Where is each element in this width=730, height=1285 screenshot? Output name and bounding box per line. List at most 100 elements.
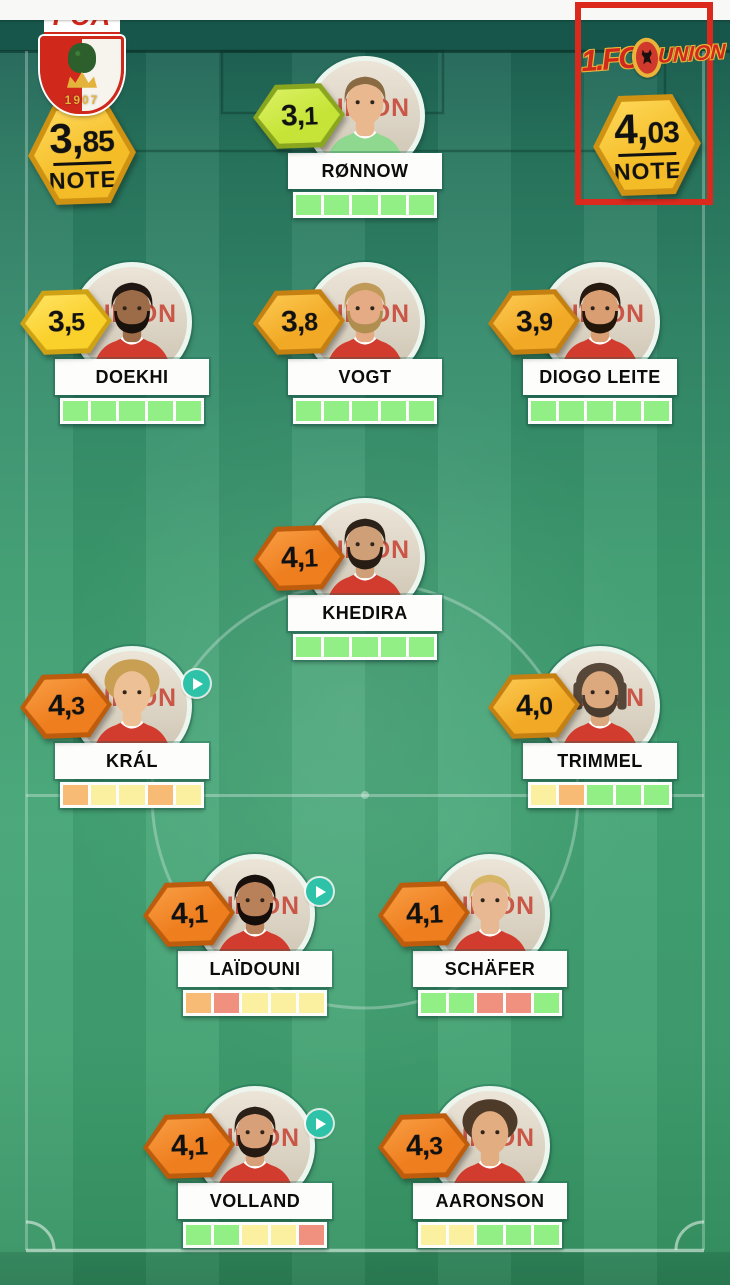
- rating-hexagon: 3,5: [19, 288, 113, 355]
- player-name: TRIMMEL: [557, 750, 643, 771]
- union-logo-word: UNION: [657, 40, 726, 69]
- rating-bar-cell: [63, 401, 89, 421]
- rating-value: 3,8: [280, 304, 318, 339]
- bear-icon: [641, 49, 652, 65]
- rating-bar-cell: [643, 785, 670, 805]
- rating-bar-cell: [408, 401, 435, 421]
- rating-value: 4,1: [170, 1128, 208, 1163]
- highlight-box: [575, 2, 713, 205]
- fca-crest-shield: 1907: [40, 35, 124, 114]
- rating-bars: [60, 782, 204, 808]
- player-name-plate: LAÏDOUNI: [178, 951, 332, 987]
- rating-bar-cell: [587, 401, 613, 421]
- rating-bar-cell: [531, 785, 557, 805]
- rating-bar-cell: [296, 195, 322, 215]
- rating-bar-cell: [615, 785, 641, 805]
- rating-bar-cell: [147, 401, 173, 421]
- player-name: DIOGO LEITE: [539, 366, 661, 387]
- rating-bar-cell: [147, 785, 173, 805]
- player-name-plate: VOLLAND: [178, 1183, 332, 1219]
- rating-bar-cell: [324, 637, 350, 657]
- away-note-hexagon: 4,03 NOTE: [591, 93, 702, 197]
- rating-hexagon: 4,0: [487, 672, 581, 739]
- player-name: KRÁL: [106, 750, 158, 771]
- rating-value: 3,5: [47, 304, 85, 339]
- rating-bar-cell: [505, 993, 531, 1013]
- divider: [618, 151, 676, 156]
- rating-bar-cell: [559, 785, 585, 805]
- rating-bar-cell: [175, 785, 202, 805]
- player-name-plate: DOEKHI: [55, 359, 209, 395]
- rating-bars: [293, 634, 437, 660]
- rating-bar-cell: [533, 1225, 560, 1245]
- rating-bar-cell: [214, 993, 240, 1013]
- rating-hexagon: 3,9: [487, 288, 581, 355]
- player-name-plate: VOGT: [288, 359, 442, 395]
- rating-bar-cell: [477, 1225, 503, 1245]
- rating-bar-cell: [175, 401, 202, 421]
- player-name: AARONSON: [435, 1190, 545, 1211]
- player-name-plate: AARONSON: [413, 1183, 567, 1219]
- rating-value: 4,3: [405, 1128, 443, 1163]
- home-team-rating: 3,85: [48, 113, 115, 162]
- play-triangle-icon: [193, 677, 203, 690]
- rating-value: 4,1: [405, 896, 443, 931]
- pinecone-icon: [68, 42, 96, 73]
- rating-hexagon: 4,1: [377, 880, 471, 947]
- rating-bar-cell: [505, 1225, 531, 1245]
- rating-bar-cell: [380, 637, 406, 657]
- rating-hexagon: 4,1: [252, 524, 346, 591]
- substitution-icon[interactable]: [306, 1110, 333, 1137]
- rating-bars: [293, 192, 437, 218]
- play-triangle-icon: [316, 1117, 326, 1130]
- away-note-label: NOTE: [613, 156, 683, 185]
- home-note-hexagon: 3,85 NOTE: [26, 102, 137, 206]
- rating-value: 4,1: [170, 896, 208, 931]
- rating-value: 4,1: [280, 540, 318, 575]
- player-name-plate: KHEDIRA: [288, 595, 442, 631]
- rating-value: 3,9: [515, 304, 553, 339]
- player-name-plate: KRÁL: [55, 743, 209, 779]
- rating-bar-cell: [324, 401, 350, 421]
- rating-hexagon: 3,1: [252, 82, 346, 149]
- rating-bar-cell: [352, 401, 378, 421]
- rating-bar-cell: [421, 1225, 447, 1245]
- rating-bar-cell: [352, 195, 378, 215]
- away-team-rating: 4,03: [613, 104, 680, 153]
- rating-bar-cell: [296, 637, 322, 657]
- player-name: VOLLAND: [209, 1190, 301, 1211]
- player-name: SCHÄFER: [444, 958, 536, 979]
- rating-bar-cell: [242, 1225, 268, 1245]
- rating-bar-cell: [559, 401, 585, 421]
- rating-bar-cell: [91, 401, 117, 421]
- rating-bar-cell: [449, 1225, 475, 1245]
- rating-bars: [293, 398, 437, 424]
- rating-hexagon: 4,1: [142, 1112, 236, 1179]
- rating-bars: [418, 1222, 562, 1248]
- divider: [53, 160, 111, 165]
- rating-bars: [418, 990, 562, 1016]
- fca-crest-year: 1907: [64, 92, 100, 107]
- rating-bar-cell: [421, 993, 447, 1013]
- rating-bars: [183, 990, 327, 1016]
- player-name: RØNNOW: [321, 160, 409, 181]
- rating-bar-cell: [91, 785, 117, 805]
- rating-bar-cell: [380, 195, 406, 215]
- rating-value: 4,3: [47, 688, 85, 723]
- rating-bars: [60, 398, 204, 424]
- rating-hexagon: 4,3: [19, 672, 113, 739]
- rating-bar-cell: [587, 785, 613, 805]
- rating-bar-cell: [298, 993, 325, 1013]
- rating-bars: [183, 1222, 327, 1248]
- rating-bar-cell: [531, 401, 557, 421]
- substitution-icon[interactable]: [306, 878, 333, 905]
- union-logo: 1.FC UNION: [579, 26, 726, 91]
- rating-bar-cell: [186, 993, 212, 1013]
- player-name-plate: RØNNOW: [288, 153, 442, 189]
- rating-bar-cell: [119, 785, 145, 805]
- player-name: LAÏDOUNI: [209, 958, 301, 979]
- rating-bar-cell: [324, 195, 350, 215]
- rating-value: 3,1: [280, 98, 318, 133]
- rating-hexagon: 4,3: [377, 1112, 471, 1179]
- substitution-icon[interactable]: [183, 670, 210, 697]
